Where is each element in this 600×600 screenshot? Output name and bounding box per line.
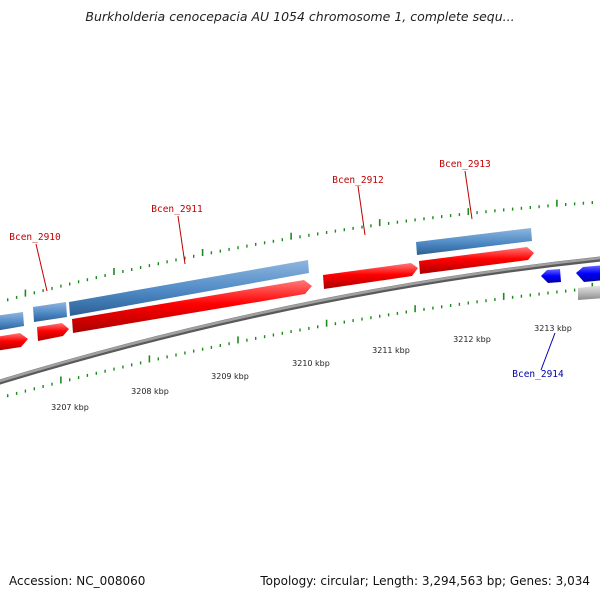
tick-label-3212: 3212 kbp — [453, 335, 491, 344]
map-title: Burkholderia cenocepacia AU 1054 chromos… — [85, 9, 515, 24]
gene-feature-bcen-2910[interactable] — [33, 302, 67, 322]
leader-line-bcen-2911 — [177, 215, 186, 265]
gene-label-bcen-2913[interactable]: Bcen_2913 — [439, 159, 490, 170]
leader-line-bcen-2912 — [357, 185, 366, 236]
cds-reverse-next[interactable] — [576, 265, 600, 282]
tick-label-3213: 3213 kbp — [534, 324, 572, 333]
tick-label-3208: 3208 kbp — [131, 387, 169, 396]
gene-feature-bcen-2910-segment[interactable] — [0, 312, 24, 331]
cds-bcen-2912[interactable] — [323, 263, 418, 289]
cds-bcen-2913[interactable] — [419, 247, 534, 274]
tick-label-3209: 3209 kbp — [211, 372, 249, 381]
backbone — [0, 256, 600, 383]
tick-label-3210: 3210 kbp — [292, 359, 330, 368]
gene-label-bcen-2911[interactable]: Bcen_2911 — [151, 204, 203, 215]
gene-feature-reverse-next[interactable] — [578, 285, 600, 300]
leader-line-bcen-2910 — [35, 243, 48, 292]
cds-bcen-2914[interactable] — [541, 269, 561, 283]
cds-bcen-2910[interactable] — [37, 323, 69, 341]
leader-line-bcen-2913 — [464, 170, 473, 220]
outer-tick-ring — [6, 199, 593, 302]
tick-label-3207: 3207 kbp — [51, 403, 89, 412]
sequence-summary: Topology: circular; Length: 3,294,563 bp… — [260, 574, 590, 588]
tick-label-3211: 3211 kbp — [372, 346, 410, 355]
gene-label-bcen-2914[interactable]: Bcen_2914 — [512, 369, 564, 380]
leader-line-bcen-2914 — [540, 332, 556, 371]
inner-tick-ring — [6, 282, 594, 398]
accession-label: Accession: NC_008060 — [9, 574, 146, 588]
gene-feature-bcen-2911[interactable] — [69, 260, 309, 316]
gene-feature-bcen-2913[interactable] — [416, 228, 532, 255]
gene-label-bcen-2912[interactable]: Bcen_2912 — [332, 175, 383, 186]
cds-bcen-2910-segment[interactable] — [0, 333, 28, 351]
cds-bcen-2911[interactable] — [72, 280, 312, 333]
gene-label-bcen-2910[interactable]: Bcen_2910 — [9, 232, 61, 243]
